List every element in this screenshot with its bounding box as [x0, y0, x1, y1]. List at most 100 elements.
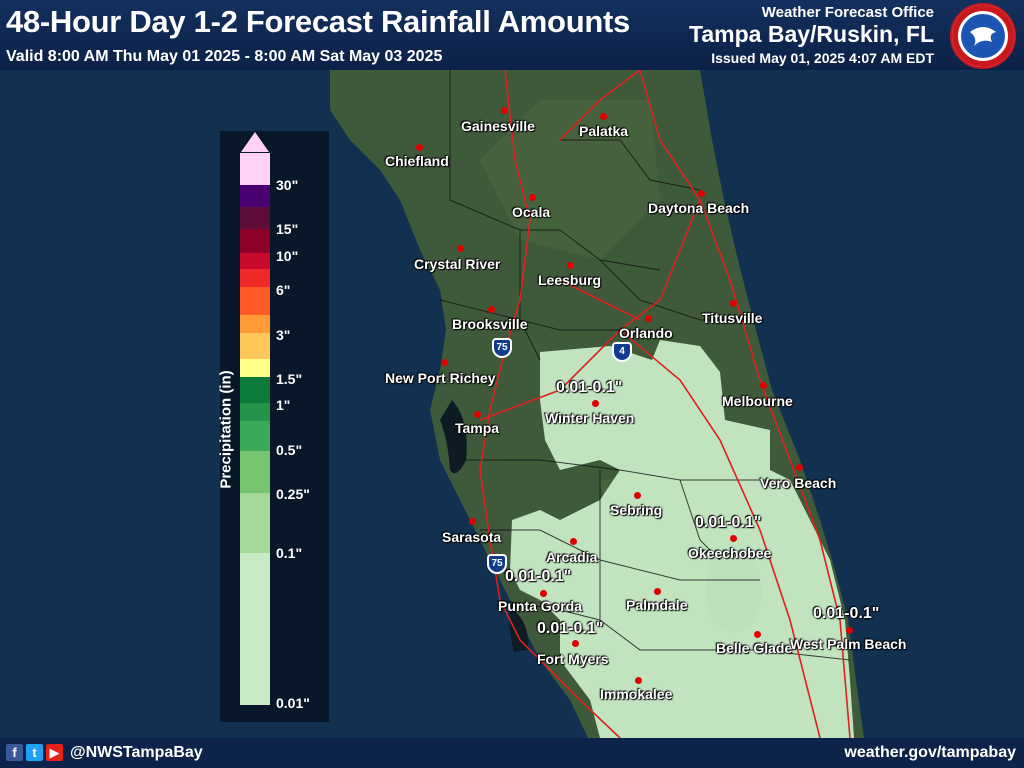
legend-seg-9 [240, 359, 270, 377]
i75 [479, 70, 621, 738]
city-dot-orlando [645, 315, 652, 322]
city-melbourne: Melbourne [722, 393, 793, 409]
city-dot-fort-myers [572, 640, 579, 647]
legend-axis-label: Precipitation (in) [217, 370, 235, 489]
city-dot-crystal-river [457, 245, 464, 252]
legend-label-15: 15" [276, 221, 299, 237]
legend-label-0-5: 0.5" [276, 442, 303, 458]
city-dot-titusville [730, 300, 737, 307]
twitter-icon[interactable]: t [26, 744, 43, 761]
legend-label-0-1: 0.1" [276, 545, 303, 561]
city-dot-ocala [529, 194, 536, 201]
legend-seg-14 [240, 493, 270, 553]
city-sarasota: Sarasota [442, 529, 502, 545]
city-punta-gorda: Punta Gorda [498, 598, 583, 614]
nws-logo-icon [950, 3, 1016, 69]
city-titusville: Titusville [702, 310, 763, 326]
city-dot-punta-gorda [540, 590, 547, 597]
legend-seg-12 [240, 421, 270, 451]
valid-period: Valid 8:00 AM Thu May 01 2025 - 8:00 AM … [6, 48, 443, 65]
city-dot-brooksville [488, 306, 495, 313]
city-dot-belle-glade [754, 631, 761, 638]
city-tampa: Tampa [455, 420, 500, 436]
office-name: Tampa Bay/Ruskin, FL [689, 21, 934, 47]
amount-label-winter-haven: 0.01-0.1" [556, 379, 623, 396]
legend-label-1: 1" [276, 397, 291, 413]
legend-label-10: 10" [276, 248, 299, 264]
amount-label-west-palm-beach: 0.01-0.1" [813, 605, 880, 622]
city-palmdale: Palmdale [626, 597, 688, 613]
city-dot-sarasota [469, 518, 476, 525]
legend-seg-15 [240, 553, 270, 705]
city-dot-west-palm-beach [846, 627, 853, 634]
city-belle-glade: Belle Glade [716, 640, 793, 656]
city-leesburg: Leesburg [538, 272, 602, 288]
city-arcadia: Arcadia [546, 549, 598, 565]
legend-seg-4 [240, 253, 270, 269]
youtube-icon[interactable]: ▶ [46, 744, 63, 761]
amount-label-punta-gorda: 0.01-0.1" [505, 568, 572, 585]
city-palatka: Palatka [579, 123, 629, 139]
amount-label-okeechobee: 0.01-0.1" [695, 514, 762, 531]
legend-seg-3 [240, 229, 270, 253]
legend-label-0-25: 0.25" [276, 486, 310, 502]
city-dot-immokalee [635, 677, 642, 684]
city-brooksville: Brooksville [452, 316, 528, 332]
city-sebring: Sebring [610, 502, 663, 518]
legend-seg-6 [240, 287, 270, 315]
city-crystal-river: Crystal River [414, 256, 501, 272]
city-fort-myers: Fort Myers [537, 651, 609, 667]
legend-seg-10 [240, 377, 270, 403]
twitter-handle[interactable]: @NWSTampaBay [70, 744, 203, 761]
legend-seg-11 [240, 403, 270, 421]
city-vero-beach: Vero Beach [760, 475, 837, 491]
interstate-shield-75-south: 75 [487, 554, 507, 574]
city-dot-sebring [634, 492, 641, 499]
city-dot-palatka [600, 113, 607, 120]
legend-label-1-5: 1.5" [276, 371, 303, 387]
footer: f t ▶ @NWSTampaBay weather.gov/tampabay [0, 738, 1024, 768]
legend-arrow-icon [241, 132, 269, 152]
city-chiefland: Chiefland [385, 153, 449, 169]
map-canvas [0, 70, 1024, 738]
city-dot-melbourne [760, 382, 767, 389]
facebook-icon[interactable]: f [6, 744, 23, 761]
social-icons: f t ▶ [6, 744, 63, 761]
city-dot-leesburg [567, 262, 574, 269]
interstate-shield-4: 4 [612, 342, 632, 362]
city-dot-gainesville [501, 107, 508, 114]
website-link[interactable]: weather.gov/tampabay [844, 744, 1016, 761]
city-dot-winter-haven [592, 400, 599, 407]
city-west-palm-beach: West Palm Beach [790, 636, 907, 652]
city-gainesville: Gainesville [461, 118, 535, 134]
legend-seg-2 [240, 207, 270, 229]
office-label: Weather Forecast Office [761, 4, 934, 21]
city-dot-vero-beach [796, 464, 803, 471]
legend-label-0-01: 0.01" [276, 695, 310, 711]
city-dot-okeechobee [730, 535, 737, 542]
city-okeechobee: Okeechobee [688, 545, 772, 561]
legend-label-6: 6" [276, 282, 291, 298]
map-title: 48-Hour Day 1-2 Forecast Rainfall Amount… [6, 4, 630, 39]
rainfall-map: 75 4 75 [0, 70, 1024, 738]
legend-seg-13 [240, 451, 270, 493]
interstate-shield-75-north: 75 [492, 338, 512, 358]
legend-seg-1 [240, 185, 270, 207]
city-dot-chiefland [416, 144, 423, 151]
amount-label-fort-myers: 0.01-0.1" [537, 620, 604, 637]
legend-seg-8 [240, 333, 270, 359]
city-orlando: Orlando [619, 325, 673, 341]
city-winter-haven: Winter Haven [545, 410, 635, 426]
precip-legend: 30" 15" 10" 6" 3" 1.5" 1" 0.5" 0.25" 0.1… [217, 131, 329, 722]
city-dot-palmdale [654, 588, 661, 595]
legend-seg-top [240, 153, 270, 185]
city-new-port-richey: New Port Richey [385, 370, 496, 386]
legend-seg-5 [240, 269, 270, 287]
city-immokalee: Immokalee [600, 686, 673, 702]
city-dot-tampa [474, 411, 481, 418]
city-daytona-beach: Daytona Beach [648, 200, 750, 216]
legend-label-30: 30" [276, 177, 299, 193]
city-dot-arcadia [570, 538, 577, 545]
legend-label-3: 3" [276, 327, 291, 343]
city-dot-new-port-richey [441, 359, 448, 366]
